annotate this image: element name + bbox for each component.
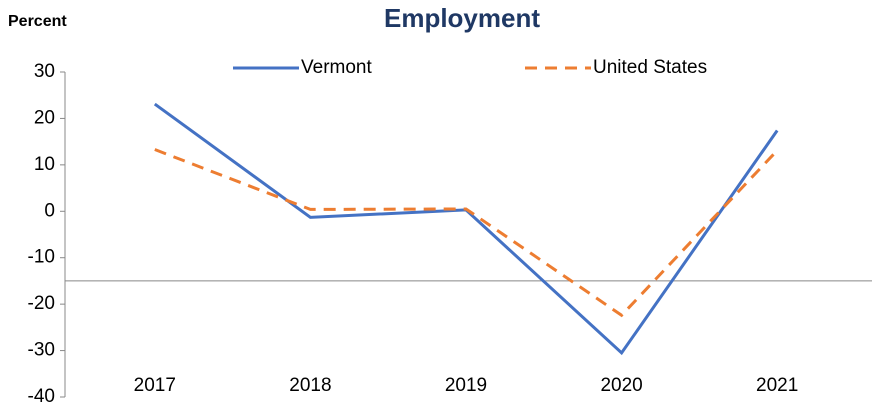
- y-tick-label: 10: [34, 154, 55, 175]
- line-series: [154, 148, 779, 318]
- y-axis-label: Percent: [8, 13, 67, 30]
- line-series: [153, 102, 779, 356]
- x-tick-label: 2020: [600, 375, 642, 396]
- y-tick-label: -20: [28, 293, 55, 314]
- y-tick-label: 20: [34, 107, 55, 128]
- y-tick-label: 0: [44, 200, 55, 221]
- x-tick-label: 2018: [289, 375, 331, 396]
- x-tick-label: 2017: [134, 375, 176, 396]
- y-tick-label: -10: [28, 247, 55, 268]
- x-tick-label: 2019: [445, 375, 487, 396]
- chart-title: Employment: [384, 3, 540, 33]
- legend-label: United States: [593, 57, 707, 78]
- y-tick-label: 30: [34, 61, 55, 82]
- y-tick-label: -30: [28, 340, 55, 361]
- x-tick-label: 2021: [756, 375, 798, 396]
- legend-label: Vermont: [301, 57, 372, 78]
- y-tick-label: -40: [28, 386, 55, 406]
